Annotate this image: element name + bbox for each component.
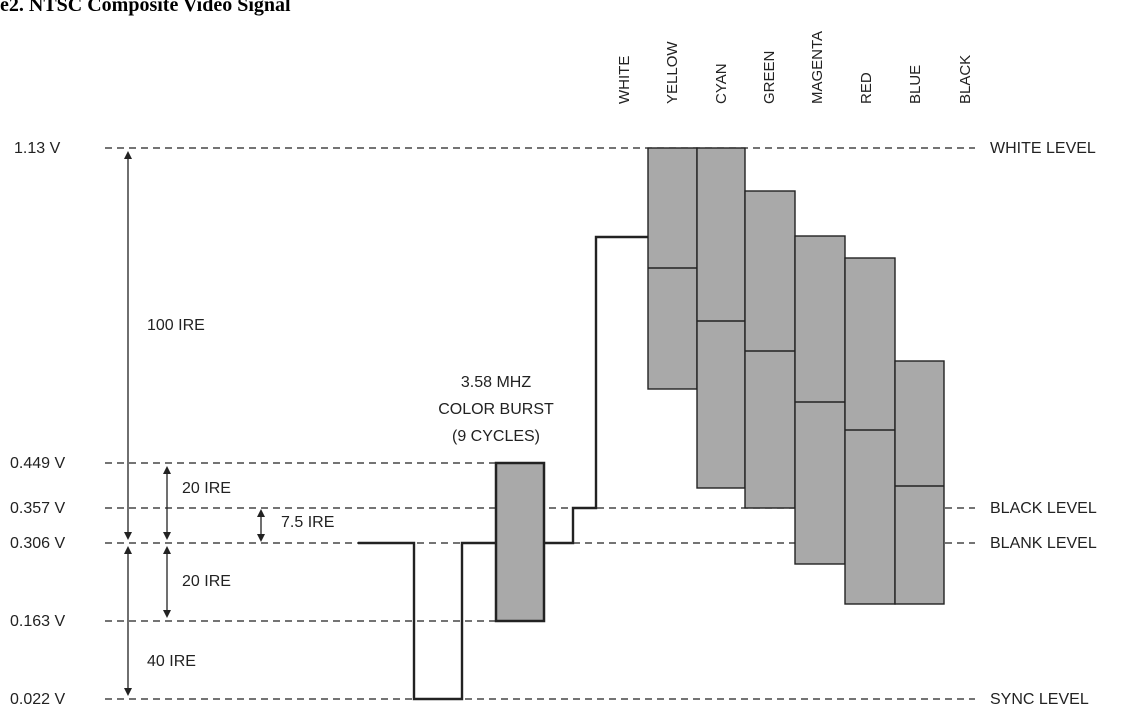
color-label-yellow: YELLOW: [664, 41, 681, 104]
color-burst-line3: (9 CYCLES): [452, 428, 540, 445]
voltage-label-0-306: 0.306 V: [10, 535, 65, 552]
voltage-label-0-357: 0.357 V: [10, 500, 65, 517]
color-bars: [647, 147, 945, 605]
color-label-red: RED: [858, 72, 875, 104]
signal-waveform: [358, 235, 648, 701]
color-burst-line2: COLOR BURST: [438, 401, 554, 418]
bar-green: [744, 190, 796, 509]
ire-label-20-top: 20 IRE: [182, 480, 231, 497]
voltage-label-0-163: 0.163 V: [10, 613, 65, 630]
color-burst-line1: 3.58 MHZ: [461, 374, 531, 391]
color-bar-labels: WHITE YELLOW CYAN GREEN MAGENTA RED BLUE…: [616, 31, 974, 104]
color-label-white: WHITE: [616, 56, 633, 104]
ire-label-20-bottom: 20 IRE: [182, 573, 231, 590]
dimension-arrows: [124, 151, 265, 696]
color-burst-block: [494, 461, 546, 623]
bar-blue: [894, 360, 945, 605]
ire-label-7-5: 7.5 IRE: [281, 514, 334, 531]
color-label-blue: BLUE: [907, 65, 924, 104]
bar-magenta: [794, 235, 846, 565]
ire-label-40: 40 IRE: [147, 653, 196, 670]
color-label-cyan: CYAN: [713, 63, 730, 104]
ire-labels: 100 IRE 20 IRE 7.5 IRE 20 IRE 40 IRE: [147, 317, 334, 670]
ire-label-100: 100 IRE: [147, 317, 205, 334]
color-label-green: GREEN: [761, 51, 778, 104]
bar-red: [844, 257, 896, 605]
level-name-blank: BLANK LEVEL: [990, 535, 1097, 552]
page-title: e2. NTSC Composite Video Signal: [0, 0, 291, 16]
bar-cyan: [696, 147, 746, 489]
color-burst-label: 3.58 MHZ COLOR BURST (9 CYCLES): [438, 374, 554, 445]
voltage-label-0-449: 0.449 V: [10, 455, 65, 472]
level-name-black: BLACK LEVEL: [990, 500, 1097, 517]
level-names: WHITE LEVEL BLACK LEVEL BLANK LEVEL SYNC…: [990, 140, 1097, 708]
voltage-label-1-13: 1.13 V: [14, 140, 61, 157]
color-label-magenta: MAGENTA: [809, 31, 826, 104]
voltage-label-0-022: 0.022 V: [10, 691, 65, 708]
level-name-sync: SYNC LEVEL: [990, 691, 1089, 708]
color-label-black: BLACK: [957, 55, 974, 104]
level-name-white: WHITE LEVEL: [990, 140, 1096, 157]
voltage-labels: 1.13 V 0.449 V 0.357 V 0.306 V 0.163 V 0…: [10, 140, 65, 708]
